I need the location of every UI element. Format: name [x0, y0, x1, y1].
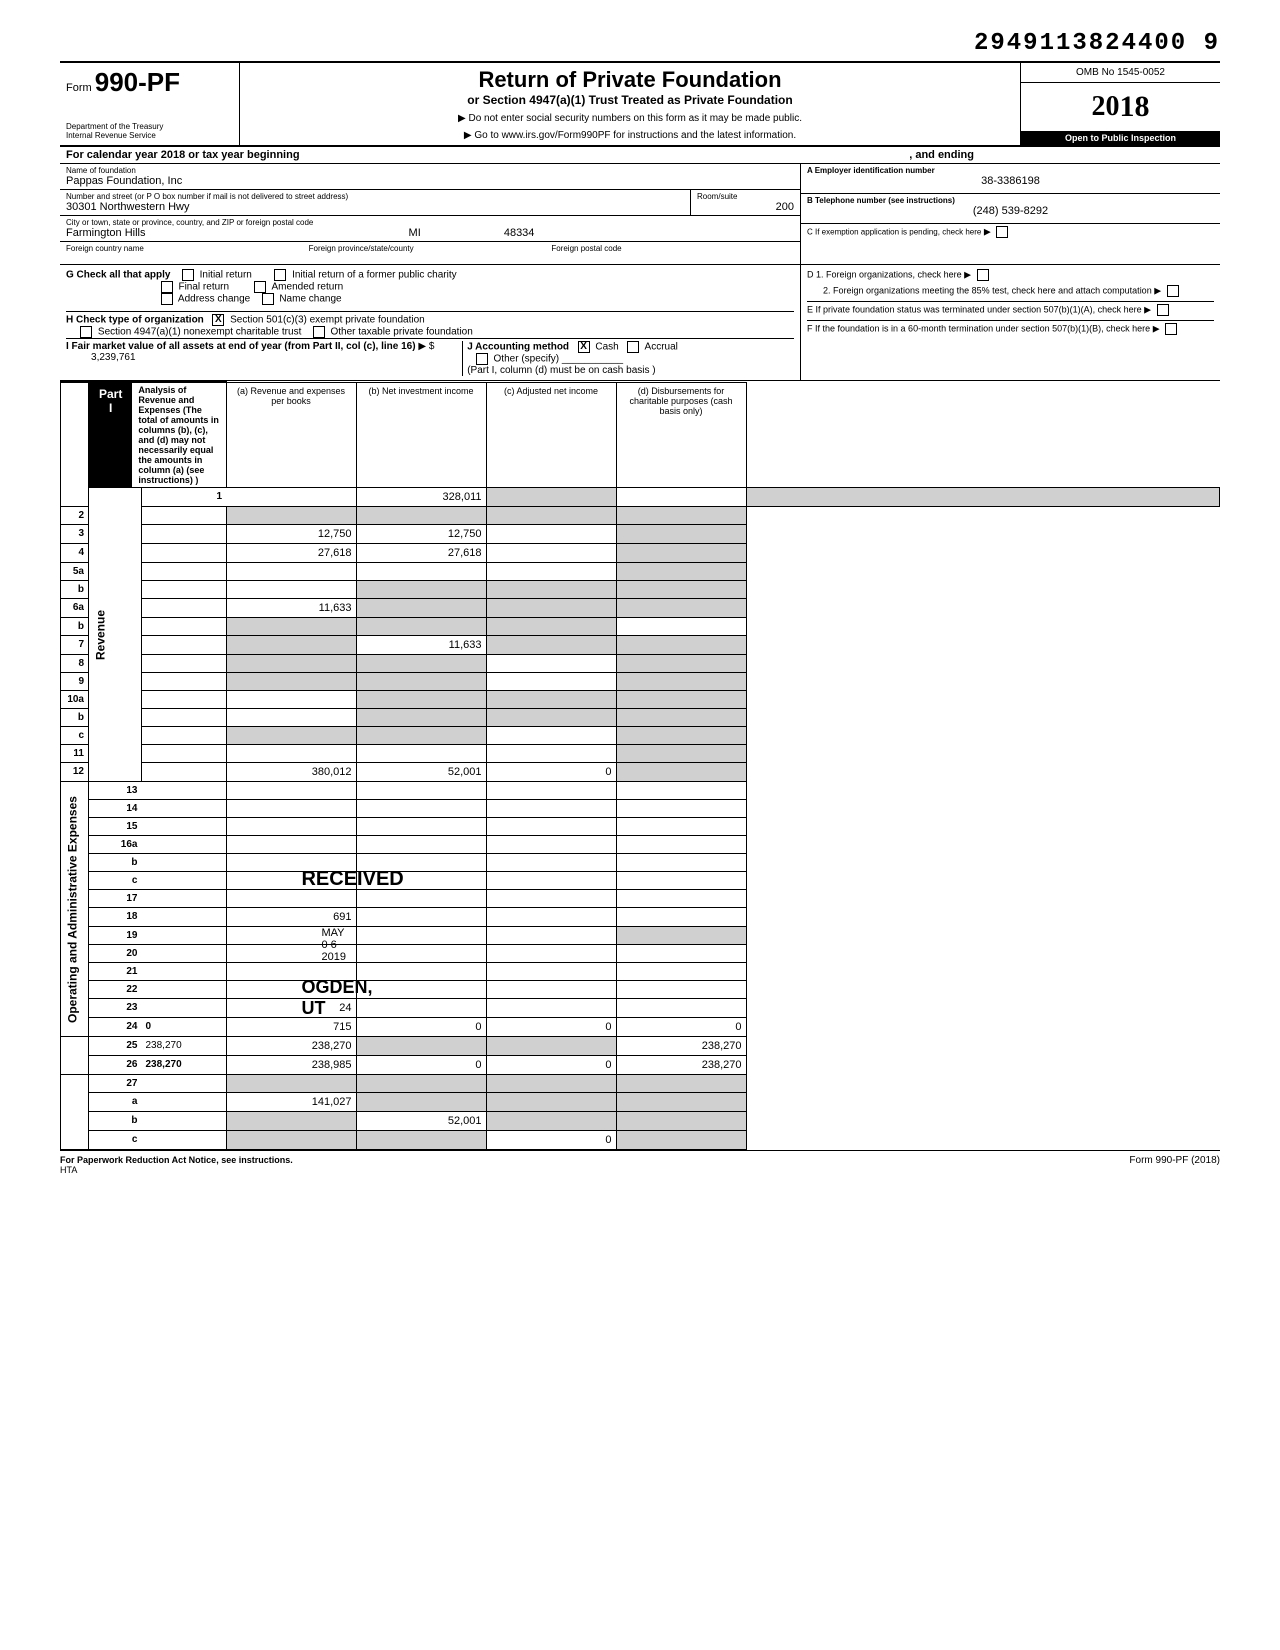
form-number: Form 990-PF [66, 67, 233, 98]
g-row: G Check all that apply Initial return In… [66, 269, 794, 305]
d1-check: D 1. Foreign organizations, check here ▶ [807, 269, 1214, 281]
tax-year: 2018 [1021, 83, 1220, 131]
foundation-name-cell: Name of foundation Pappas Foundation, In… [60, 164, 800, 190]
street-address-cell: Number and street (or P O box number if … [60, 190, 690, 216]
col-c-header: (c) Adjusted net income [486, 382, 616, 488]
ein-cell: A Employer identification number 38-3386… [801, 164, 1220, 194]
calendar-year-row: For calendar year 2018 or tax year begin… [60, 147, 1220, 164]
form-subtitle: or Section 4947(a)(1) Trust Treated as P… [246, 93, 1014, 107]
j-row: J Accounting method Cash Accrual Other (… [463, 341, 794, 376]
form-header: Form 990-PF Department of the Treasury I… [60, 61, 1220, 147]
h-row: H Check type of organization Section 501… [66, 311, 794, 338]
instr-2: ▶ Go to www.irs.gov/Form990PF for instru… [246, 130, 1014, 141]
footer: For Paperwork Reduction Act Notice, see … [60, 1150, 1220, 1179]
col-a-header: (a) Revenue and expenses per books [226, 382, 356, 488]
form-title: Return of Private Foundation [246, 67, 1014, 93]
part1-table: Part I Analysis of Revenue and Expenses … [60, 381, 1220, 1150]
col-b-header: (b) Net investment income [356, 382, 486, 488]
dept-treasury: Department of the Treasury Internal Reve… [66, 123, 233, 141]
instr-1: ▶ Do not enter social security numbers o… [246, 113, 1014, 124]
omb-number: OMB No 1545-0052 [1021, 63, 1220, 83]
d2-check: 2. Foreign organizations meeting the 85%… [807, 285, 1214, 297]
part1-label: Part I [89, 383, 132, 487]
foreign-row: Foreign country name Foreign province/st… [60, 242, 800, 264]
i-row: I Fair market value of all assets at end… [66, 341, 463, 376]
date-stamp: MAY 0 6 2019 [321, 927, 345, 963]
received-stamp: RECEIVED [301, 868, 403, 891]
f-check: F If the foundation is in a 60-month ter… [807, 320, 1214, 335]
col-d-header: (d) Disbursements for charitable purpose… [616, 382, 746, 488]
document-id: 2949113824400 9 [60, 30, 1220, 57]
city-state-zip-cell: City or town, state or province, country… [60, 216, 800, 242]
ogden-stamp: OGDEN, UT [301, 977, 372, 1019]
room-suite-cell: Room/suite 200 [690, 190, 800, 216]
open-inspection: Open to Public Inspection [1021, 131, 1220, 145]
expenses-side-label: Operating and Administrative Expenses [61, 782, 89, 1037]
phone-cell: B Telephone number (see instructions) (2… [801, 194, 1220, 224]
exemption-pending-cell: C If exemption application is pending, c… [801, 224, 1220, 254]
e-check: E If private foundation status was termi… [807, 301, 1214, 316]
part1-desc: Analysis of Revenue and Expenses (The to… [132, 383, 225, 487]
revenue-side-label: Revenue [89, 488, 142, 782]
